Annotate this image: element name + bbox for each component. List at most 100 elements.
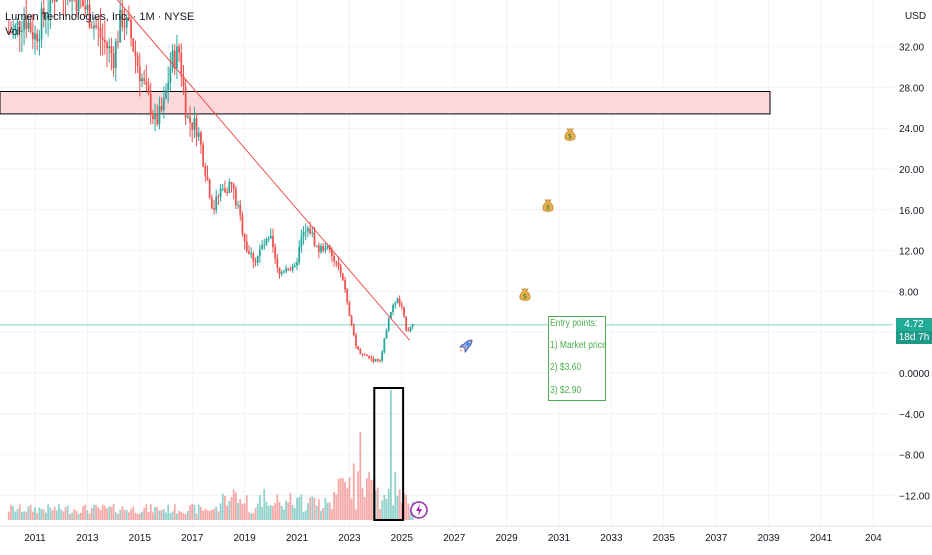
volume-bar bbox=[167, 505, 169, 520]
volume-bar bbox=[379, 509, 381, 520]
volume-bar bbox=[285, 501, 287, 520]
volume-bar bbox=[268, 506, 270, 520]
volume-bar bbox=[357, 471, 359, 520]
volume-bar bbox=[309, 498, 311, 520]
candle-body bbox=[235, 189, 237, 205]
candle-body bbox=[84, 6, 86, 9]
volume-bar bbox=[250, 514, 252, 520]
volume-bar bbox=[290, 493, 292, 520]
volume-bar bbox=[132, 507, 134, 520]
volume-bar bbox=[139, 514, 141, 520]
x-tick-label: 2029 bbox=[495, 533, 518, 544]
money-bag-icon[interactable]: $ bbox=[541, 197, 555, 214]
volume-bar bbox=[305, 510, 307, 520]
volume-bar bbox=[207, 510, 209, 520]
volume-bar bbox=[202, 511, 204, 520]
candle-body bbox=[135, 51, 137, 56]
rocket-icon[interactable] bbox=[458, 338, 474, 356]
note-title: Entry points: bbox=[550, 318, 597, 329]
volume-bar bbox=[377, 488, 379, 520]
x-tick-label: 2021 bbox=[286, 533, 309, 544]
candle-body bbox=[309, 228, 311, 233]
volume-bar bbox=[156, 507, 158, 520]
candle-body bbox=[38, 39, 40, 42]
candle-body bbox=[340, 266, 342, 274]
candle-body bbox=[100, 28, 102, 38]
candle-body bbox=[283, 271, 285, 272]
volume-bar bbox=[307, 503, 309, 520]
candle-body bbox=[370, 358, 372, 359]
y-tick-label: −12.00 bbox=[899, 491, 930, 502]
trendline[interactable] bbox=[114, 0, 410, 340]
volume-bar bbox=[137, 514, 139, 520]
volume-bar bbox=[248, 512, 250, 520]
volume-bar bbox=[407, 504, 409, 520]
x-tick-label: 2013 bbox=[76, 533, 99, 544]
volume-bar bbox=[32, 512, 34, 520]
volume-bar bbox=[311, 496, 313, 520]
volume-label: Vol bbox=[5, 26, 20, 38]
candle-body bbox=[259, 249, 261, 255]
volume-bar bbox=[237, 503, 239, 520]
chart-title: Lumen Technologies, Inc. · 1M · NYSE bbox=[5, 11, 194, 23]
candle-body bbox=[228, 182, 230, 193]
candle-body bbox=[132, 39, 134, 52]
candle-body bbox=[198, 133, 200, 137]
entry-points-note[interactable]: Entry points: 1) Market price 2) $3.60 3… bbox=[548, 316, 606, 401]
candle-body bbox=[71, 0, 73, 1]
money-bag-icon[interactable]: $ bbox=[518, 286, 532, 303]
resistance-zone[interactable] bbox=[0, 91, 770, 113]
y-tick-label: 24.00 bbox=[899, 124, 924, 135]
candle-body bbox=[405, 316, 407, 330]
candle-body bbox=[102, 38, 104, 40]
volume-bar bbox=[93, 505, 95, 520]
candle-body bbox=[185, 87, 187, 118]
volume-bar bbox=[58, 504, 60, 520]
candle-body bbox=[237, 205, 239, 206]
volume-bar bbox=[292, 505, 294, 520]
candle-body bbox=[294, 266, 296, 267]
lightning-icon[interactable] bbox=[410, 501, 428, 521]
volume-bar bbox=[222, 494, 224, 520]
volume-bar bbox=[172, 512, 174, 520]
money-bag-icon[interactable]: $ bbox=[563, 126, 577, 143]
candle-body bbox=[82, 0, 84, 6]
candle-body bbox=[257, 256, 259, 262]
candle-body bbox=[355, 335, 357, 346]
volume-bar bbox=[296, 498, 298, 520]
candle-body bbox=[117, 41, 119, 42]
volume-bar bbox=[322, 508, 324, 520]
volume-bar bbox=[19, 504, 21, 520]
candle-body bbox=[180, 53, 182, 77]
volume-bar bbox=[335, 494, 337, 520]
candle-body bbox=[261, 246, 263, 250]
candle-body bbox=[373, 359, 375, 362]
volume-bar bbox=[54, 507, 56, 520]
volume-bar bbox=[224, 496, 226, 520]
candle-body bbox=[403, 307, 405, 317]
candle-body bbox=[346, 290, 348, 303]
volume-bar bbox=[353, 463, 355, 520]
y-tick-label: 16.00 bbox=[899, 206, 924, 217]
y-tick-label: 20.00 bbox=[899, 165, 924, 176]
volume-bar bbox=[294, 508, 296, 520]
candle-body bbox=[379, 360, 381, 361]
volume-bar bbox=[209, 511, 211, 520]
volume-bar bbox=[281, 506, 283, 520]
volume-bar bbox=[187, 511, 189, 520]
candle-body bbox=[298, 247, 300, 262]
candle-body bbox=[359, 349, 361, 354]
volume-bar bbox=[191, 504, 193, 520]
volume-bar bbox=[276, 494, 278, 520]
candle-body bbox=[163, 98, 165, 110]
volume-bar bbox=[115, 512, 117, 520]
volume-bar bbox=[52, 510, 54, 520]
candle-body bbox=[169, 68, 171, 82]
volume-bar bbox=[394, 472, 396, 520]
candle-body bbox=[344, 280, 346, 289]
volume-bar bbox=[108, 506, 110, 520]
y-tick-label: 12.00 bbox=[899, 247, 924, 258]
candle-body bbox=[165, 90, 167, 98]
